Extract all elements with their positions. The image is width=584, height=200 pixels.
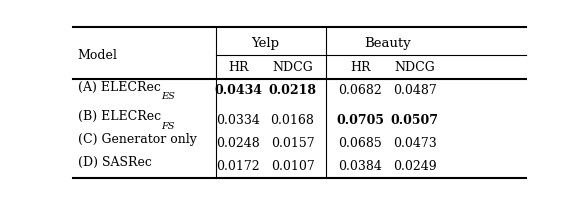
Text: 0.0487: 0.0487 (393, 84, 437, 97)
Text: 0.0218: 0.0218 (269, 84, 317, 97)
Text: 0.0384: 0.0384 (339, 160, 383, 173)
Text: HR: HR (350, 61, 371, 74)
Text: 0.0685: 0.0685 (339, 137, 383, 150)
Text: (C) Generator only: (C) Generator only (78, 133, 196, 146)
Text: ES: ES (161, 92, 175, 101)
Text: 0.0172: 0.0172 (217, 160, 260, 173)
Text: Beauty: Beauty (364, 37, 411, 50)
Text: NDCG: NDCG (394, 61, 435, 74)
Text: NDCG: NDCG (272, 61, 313, 74)
Text: 0.0705: 0.0705 (336, 114, 384, 127)
Text: 0.0434: 0.0434 (214, 84, 262, 97)
Text: Model: Model (78, 49, 117, 62)
Text: 0.0248: 0.0248 (216, 137, 260, 150)
Text: 0.0682: 0.0682 (339, 84, 383, 97)
Text: 0.0334: 0.0334 (216, 114, 260, 127)
Text: 0.0507: 0.0507 (391, 114, 439, 127)
Text: FS: FS (162, 122, 175, 131)
Text: 0.0157: 0.0157 (271, 137, 314, 150)
Text: 0.0168: 0.0168 (270, 114, 314, 127)
Text: (A) ELECRec: (A) ELECRec (78, 81, 161, 94)
Text: HR: HR (228, 61, 248, 74)
Text: 0.0249: 0.0249 (393, 160, 436, 173)
Text: 0.0107: 0.0107 (270, 160, 314, 173)
Text: (B) ELECRec: (B) ELECRec (78, 110, 161, 123)
Text: Yelp: Yelp (251, 37, 279, 50)
Text: (D) SASRec: (D) SASRec (78, 156, 151, 169)
Text: 0.0473: 0.0473 (393, 137, 437, 150)
